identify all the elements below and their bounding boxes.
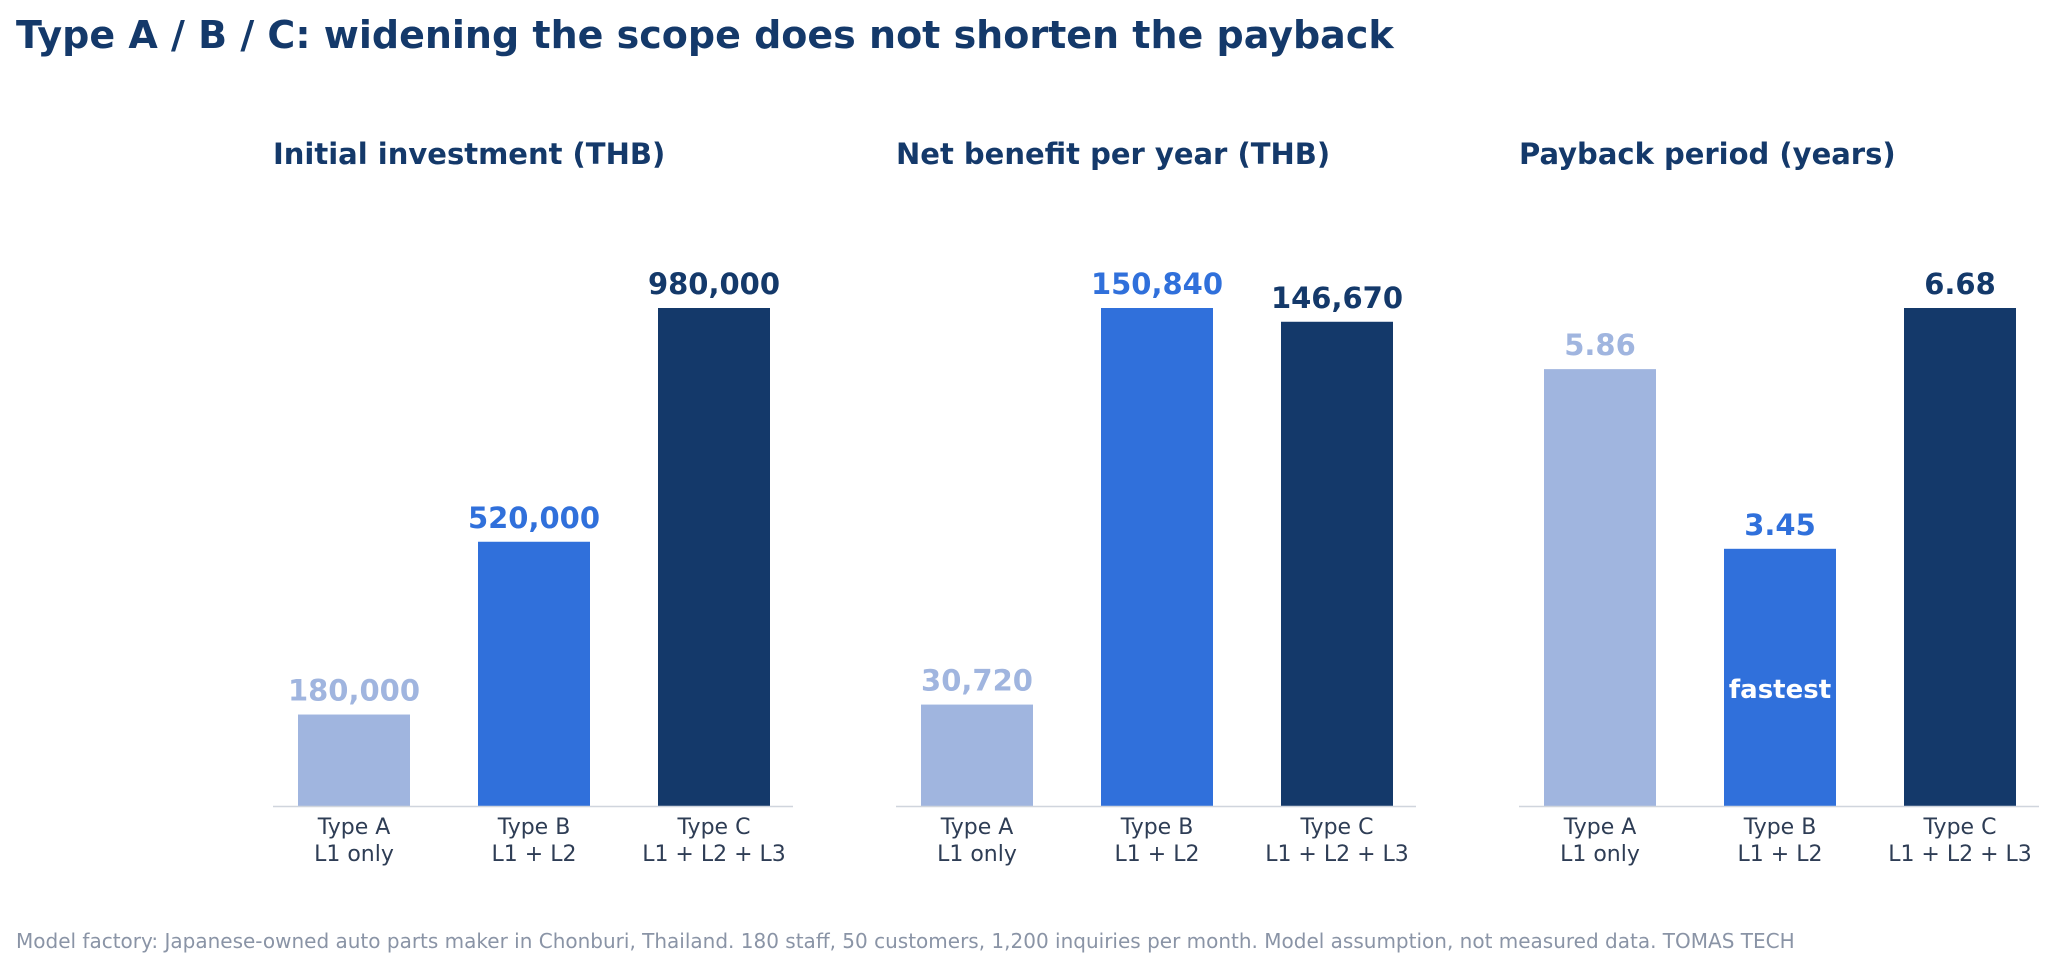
bar — [921, 704, 1033, 806]
data-label: 150,840 — [1091, 267, 1223, 301]
data-label: 520,000 — [468, 501, 600, 535]
data-label: 5.86 — [1564, 328, 1636, 362]
x-tick-label: Type A — [317, 815, 391, 840]
data-label: 30,720 — [921, 664, 1033, 698]
x-tick-label: Type C — [1923, 815, 1997, 840]
x-tick-label: Type B — [1743, 815, 1817, 840]
x-tick-label: L1 + L2 — [1738, 842, 1823, 867]
panel-title: Initial investment (THB) — [273, 137, 665, 171]
x-tick-label: Type A — [1563, 815, 1637, 840]
x-tick-label: Type C — [677, 815, 751, 840]
x-tick-label: Type C — [1300, 815, 1374, 840]
x-tick-label: Type A — [940, 815, 1014, 840]
data-label: 146,670 — [1271, 281, 1403, 315]
x-tick-label: Type B — [497, 815, 571, 840]
data-label: 3.45 — [1744, 508, 1816, 542]
bar — [1904, 308, 2016, 806]
bar-annotation: fastest — [1729, 675, 1831, 705]
x-tick-label: L1 + L2 + L3 — [1888, 842, 2032, 867]
x-tick-label: L1 + L2 — [492, 842, 577, 867]
panel-title: Net benefit per year (THB) — [896, 137, 1330, 171]
x-tick-label: L1 + L2 — [1115, 842, 1200, 867]
bar — [478, 541, 590, 806]
panel-title: Payback period (years) — [1519, 137, 1896, 171]
x-tick-label: L1 only — [1560, 842, 1640, 867]
bar — [298, 714, 410, 806]
bar — [1544, 369, 1656, 806]
data-label: 980,000 — [648, 267, 780, 301]
x-tick-label: L1 only — [937, 842, 1017, 867]
bar — [658, 308, 770, 806]
x-tick-label: L1 + L2 + L3 — [642, 842, 786, 867]
chart-title: Type A / B / C: widening the scope does … — [16, 13, 1394, 57]
x-tick-label: L1 only — [314, 842, 394, 867]
data-label: 180,000 — [288, 674, 420, 708]
chart-panel-3: Payback period (years) 5.86 Type AL1 only 3… — [1519, 137, 2039, 867]
bar — [1724, 548, 1836, 806]
data-label: 6.68 — [1924, 267, 1996, 301]
x-tick-label: L1 + L2 + L3 — [1265, 842, 1409, 867]
bar — [1101, 308, 1213, 806]
footer-note: Model factory: Japanese-owned auto parts… — [16, 929, 1795, 953]
x-tick-label: Type B — [1120, 815, 1194, 840]
bar — [1281, 321, 1393, 806]
